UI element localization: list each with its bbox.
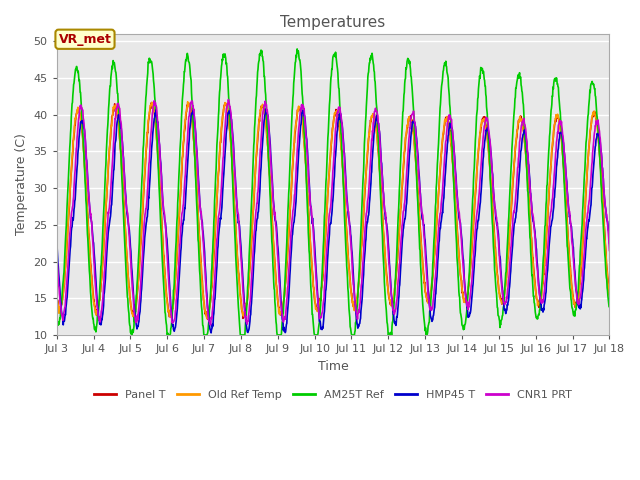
AM25T Ref — [53, 318, 61, 324]
Panel T — [176, 200, 184, 205]
CNR1 PRT — [53, 249, 61, 255]
Text: VR_met: VR_met — [58, 33, 111, 46]
HMP45 T — [163, 229, 170, 235]
HMP45 T — [262, 106, 269, 112]
AM25T Ref — [420, 310, 428, 315]
Line: Panel T: Panel T — [57, 103, 609, 319]
Old Ref Temp — [541, 259, 548, 264]
Line: HMP45 T: HMP45 T — [57, 109, 609, 333]
Panel T — [204, 316, 211, 322]
CNR1 PRT — [207, 322, 214, 328]
Panel T — [492, 253, 500, 259]
Panel T — [605, 291, 613, 297]
HMP45 T — [238, 258, 246, 264]
Panel T — [163, 294, 170, 300]
CNR1 PRT — [492, 211, 500, 217]
Title: Temperatures: Temperatures — [280, 15, 386, 30]
Old Ref Temp — [420, 272, 428, 277]
AM25T Ref — [238, 332, 246, 338]
AM25T Ref — [176, 146, 184, 152]
Old Ref Temp — [203, 316, 211, 322]
Panel T — [541, 263, 548, 269]
Panel T — [53, 290, 61, 296]
Panel T — [420, 271, 428, 276]
AM25T Ref — [293, 46, 301, 52]
Old Ref Temp — [492, 252, 500, 258]
CNR1 PRT — [176, 241, 184, 247]
Line: Old Ref Temp: Old Ref Temp — [57, 102, 609, 319]
Old Ref Temp — [605, 294, 613, 300]
Line: CNR1 PRT: CNR1 PRT — [57, 99, 609, 325]
HMP45 T — [420, 223, 428, 228]
CNR1 PRT — [541, 287, 548, 293]
Legend: Panel T, Old Ref Temp, AM25T Ref, HMP45 T, CNR1 PRT: Panel T, Old Ref Temp, AM25T Ref, HMP45 … — [90, 386, 577, 405]
CNR1 PRT — [238, 274, 246, 279]
Y-axis label: Temperature (C): Temperature (C) — [15, 133, 28, 235]
CNR1 PRT — [225, 96, 232, 102]
HMP45 T — [207, 330, 215, 336]
HMP45 T — [492, 216, 500, 221]
AM25T Ref — [605, 304, 613, 310]
AM25T Ref — [163, 320, 170, 326]
HMP45 T — [541, 300, 548, 306]
CNR1 PRT — [420, 224, 428, 230]
AM25T Ref — [492, 283, 500, 288]
Old Ref Temp — [238, 309, 246, 314]
HMP45 T — [53, 240, 61, 246]
Line: AM25T Ref: AM25T Ref — [57, 49, 609, 335]
CNR1 PRT — [163, 236, 170, 241]
CNR1 PRT — [605, 248, 613, 253]
Panel T — [148, 100, 156, 106]
HMP45 T — [176, 268, 184, 274]
AM25T Ref — [163, 332, 171, 338]
Old Ref Temp — [184, 99, 191, 105]
Panel T — [238, 309, 246, 315]
Old Ref Temp — [163, 289, 170, 295]
HMP45 T — [605, 240, 613, 246]
X-axis label: Time: Time — [317, 360, 348, 372]
Old Ref Temp — [53, 294, 61, 300]
Old Ref Temp — [176, 203, 184, 209]
AM25T Ref — [541, 234, 548, 240]
